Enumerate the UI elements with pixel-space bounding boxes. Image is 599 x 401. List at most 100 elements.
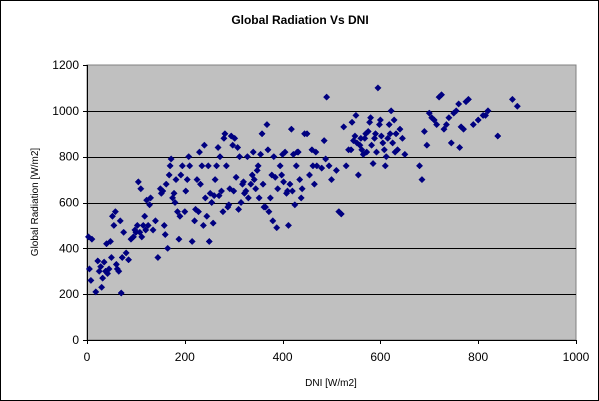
data-point (255, 194, 263, 202)
data-point (384, 134, 392, 142)
data-point (210, 192, 218, 200)
data-point (226, 185, 234, 193)
data-point (235, 205, 243, 213)
data-point (116, 217, 124, 225)
data-point (151, 217, 160, 225)
data-point (139, 221, 147, 229)
data-point (199, 221, 207, 229)
data-point (484, 107, 492, 115)
data-point (258, 130, 266, 138)
data-point (97, 263, 105, 271)
data-point (146, 201, 154, 209)
data-point (115, 267, 123, 275)
y-tick-label: 800 (59, 150, 79, 164)
data-point (176, 212, 184, 220)
y-tick-label: 0 (72, 333, 79, 347)
data-point (283, 187, 292, 195)
data-point (118, 253, 126, 262)
data-point (108, 212, 116, 220)
data-point (352, 111, 360, 119)
data-point (106, 237, 115, 246)
data-point (266, 194, 274, 202)
y-tick-label: 400 (59, 241, 79, 255)
data-point (440, 125, 448, 133)
data-point (296, 176, 304, 184)
data-point (216, 153, 224, 161)
axes (83, 65, 577, 344)
data-point (418, 176, 426, 184)
data-point (243, 153, 251, 161)
data-point (166, 162, 174, 170)
data-point (261, 203, 270, 211)
data-point (280, 178, 288, 186)
data-point (196, 180, 205, 188)
data-point (117, 289, 125, 297)
data-point (237, 198, 245, 207)
data-point (160, 221, 168, 229)
data-point (85, 265, 93, 273)
data-point (284, 221, 293, 229)
data-point (141, 212, 149, 220)
data-point (376, 116, 384, 124)
data-point (322, 155, 330, 163)
data-point (371, 130, 380, 138)
data-point (206, 189, 214, 197)
data-point (188, 237, 196, 246)
data-point (137, 185, 145, 193)
x-tick-label: 1000 (563, 350, 590, 364)
data-point (211, 176, 219, 184)
y-tick-label: 1000 (52, 104, 79, 118)
data-point (154, 253, 162, 262)
data-point (249, 148, 257, 156)
data-point (361, 134, 369, 142)
data-point (159, 187, 167, 195)
data-point (201, 194, 209, 202)
data-point (244, 194, 252, 202)
data-point (292, 162, 300, 170)
data-point (165, 171, 173, 179)
data-point (312, 148, 320, 156)
x-tick-label: 200 (175, 350, 195, 364)
data-point (297, 194, 305, 202)
data-point (87, 276, 95, 284)
data-point (138, 233, 146, 241)
data-point (94, 257, 102, 265)
data-point (474, 116, 482, 124)
data-point (172, 176, 180, 184)
data-point (318, 164, 326, 172)
data-point (193, 176, 201, 184)
data-point (254, 162, 262, 170)
data-point (242, 187, 250, 195)
data-point (214, 143, 222, 152)
data-point (313, 162, 321, 170)
data-point (381, 162, 389, 170)
data-point (84, 233, 93, 241)
data-point (164, 244, 172, 252)
data-point (178, 162, 186, 170)
data-point (220, 134, 228, 142)
data-point (386, 130, 394, 138)
data-point (310, 180, 318, 188)
data-point (222, 162, 230, 170)
data-point (278, 171, 286, 179)
data-point (162, 180, 170, 188)
data-point (129, 233, 138, 241)
data-point (149, 226, 157, 234)
data-point (110, 221, 118, 229)
data-point (379, 139, 387, 147)
data-point (198, 162, 206, 170)
data-point (291, 201, 299, 209)
data-point (320, 137, 328, 145)
data-point (269, 217, 277, 225)
data-point (99, 274, 107, 282)
data-point (375, 121, 383, 129)
y-tick-label: 600 (59, 196, 79, 210)
data-point (234, 143, 242, 152)
data-point (111, 208, 119, 216)
data-point (387, 107, 395, 115)
data-point (347, 146, 355, 154)
y-axis-label: Global Radiation [W/m2] (30, 148, 41, 257)
data-point (442, 121, 450, 129)
data-point (276, 162, 284, 170)
